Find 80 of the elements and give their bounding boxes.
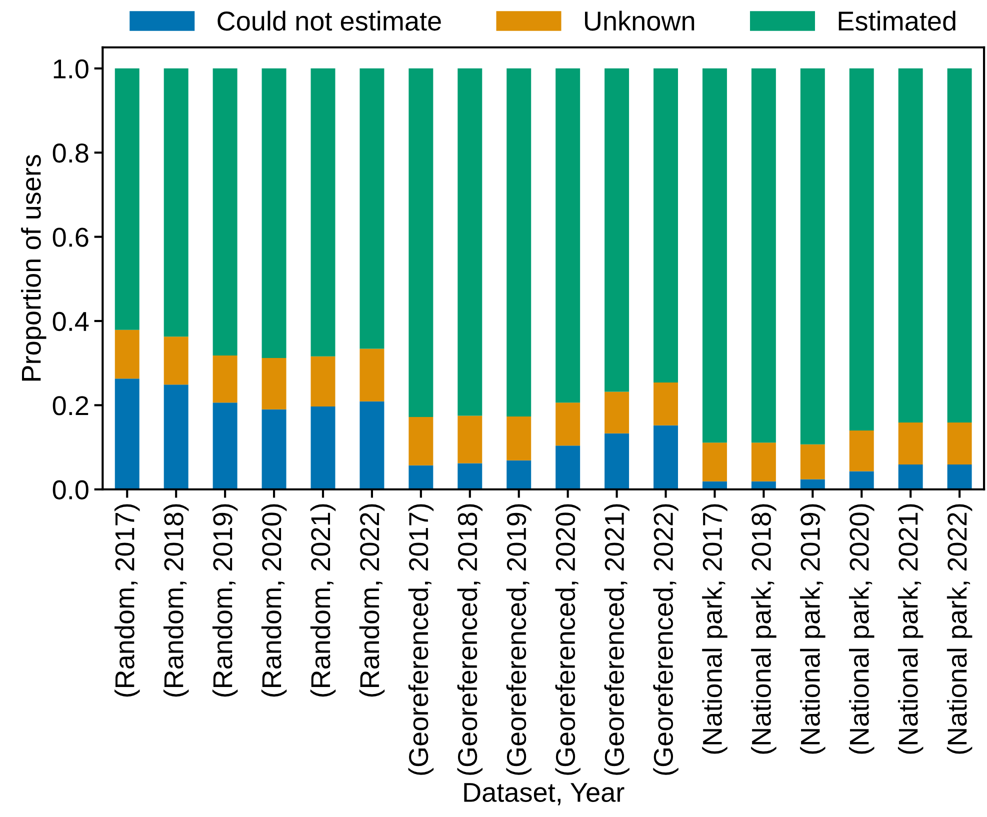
- bar: [262, 68, 286, 358]
- x-tick-label: (Random, 2020): [261, 504, 287, 697]
- bar: [164, 336, 188, 385]
- bar: [114, 378, 140, 490]
- x-tick-label: (Random, 2017): [114, 504, 140, 697]
- bar: [506, 416, 532, 460]
- bar: [360, 401, 384, 490]
- bar: [262, 409, 286, 490]
- bar: [947, 422, 972, 465]
- x-tick-label: (National park, 2021): [898, 504, 924, 754]
- bar: [360, 68, 384, 349]
- y-tick-label: 0.4: [52, 312, 89, 332]
- bar: [408, 68, 434, 417]
- y-tick-label: 0.2: [52, 396, 88, 416]
- bar: [849, 471, 874, 490]
- bar: [654, 382, 678, 426]
- x-tick-label: (Georeferenced, 2017): [408, 504, 434, 775]
- x-tick-label: (Random, 2021): [310, 504, 336, 697]
- x-tick-label: (National park, 2019): [800, 504, 826, 754]
- legend-label: Unknown: [585, 10, 694, 31]
- bar: [164, 384, 188, 490]
- bar: [212, 402, 238, 490]
- bar: [458, 463, 482, 490]
- bar: [310, 68, 336, 356]
- bar: [310, 356, 336, 406]
- bar: [212, 68, 238, 356]
- x-tick-label: (Georeferenced, 2020): [555, 504, 580, 775]
- y-tick-label: 1.0: [54, 59, 88, 79]
- bar: [408, 465, 434, 490]
- bar: [262, 358, 286, 410]
- x-tick-label: (Georeferenced, 2019): [506, 504, 532, 775]
- bar: [849, 430, 874, 472]
- x-axis-title: Dataset, Year: [464, 783, 624, 806]
- x-tick-label: (Georeferenced, 2018): [457, 504, 483, 775]
- x-tick-label: (Random, 2022): [359, 504, 385, 697]
- bar: [114, 330, 140, 379]
- bar: [751, 442, 776, 482]
- x-tick-label: (Random, 2018): [163, 504, 189, 697]
- bar: [654, 68, 678, 382]
- bar: [654, 425, 678, 490]
- y-tick-label: 0.0: [52, 480, 88, 500]
- x-tick-label: (National park, 2020): [849, 504, 874, 754]
- bar: [849, 68, 874, 430]
- legend-label: Could not estimate: [218, 10, 441, 31]
- bar: [506, 460, 532, 490]
- x-tick-label: (Random, 2019): [212, 504, 238, 697]
- legend-label: Estimated: [838, 10, 956, 31]
- bar: [556, 446, 580, 490]
- bar: [458, 416, 482, 464]
- y-tick-label: 0.8: [52, 144, 88, 163]
- bar: [947, 464, 972, 490]
- y-tick-label: 0.6: [52, 228, 88, 247]
- bar: [556, 68, 580, 403]
- bar: [604, 433, 630, 490]
- bar: [702, 442, 727, 482]
- bar: [751, 68, 776, 443]
- bar: [212, 356, 238, 403]
- bar: [604, 392, 630, 434]
- bar: [898, 68, 923, 422]
- bar: [898, 464, 923, 490]
- bar: [604, 68, 630, 392]
- x-tick-label: (National park, 2017): [702, 504, 728, 754]
- bar: [800, 444, 825, 480]
- bar: [947, 68, 972, 422]
- bar: [408, 416, 434, 466]
- y-axis-title: Proportion of users: [21, 154, 46, 381]
- x-tick-label: (National park, 2022): [946, 504, 972, 754]
- bar: [164, 68, 188, 337]
- bar: [556, 402, 580, 446]
- bar: [506, 68, 532, 417]
- bar: [702, 68, 727, 443]
- bar: [114, 68, 140, 330]
- bar: [360, 348, 384, 402]
- bar: [458, 68, 482, 416]
- x-tick-label: (Georeferenced, 2021): [604, 504, 630, 775]
- x-tick-label: (Georeferenced, 2022): [653, 504, 678, 775]
- bar: [310, 406, 336, 490]
- bar: [800, 68, 825, 444]
- bar: [898, 422, 923, 465]
- x-tick-label: (National park, 2018): [751, 504, 776, 754]
